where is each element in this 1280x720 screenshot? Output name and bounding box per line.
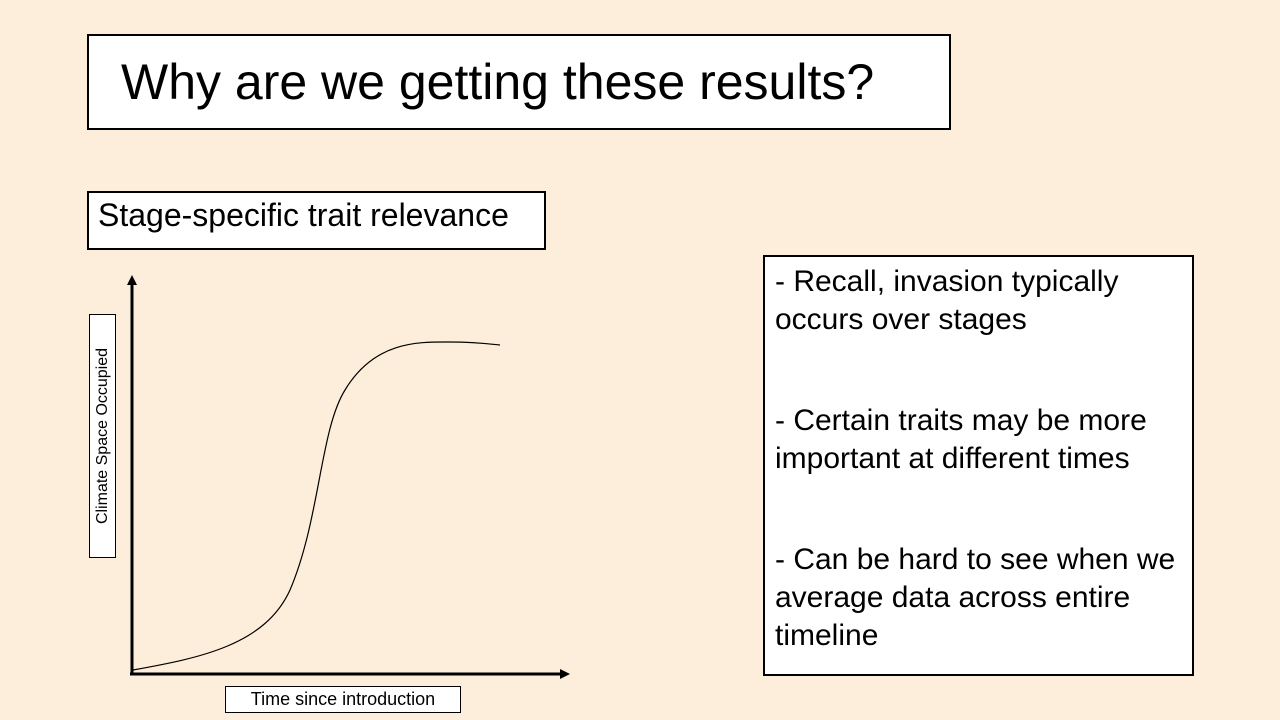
bullet-list: - Recall, invasion typically occurs over… bbox=[763, 255, 1194, 676]
sigmoid-curve bbox=[132, 341, 501, 671]
x-axis-label: Time since introduction bbox=[250, 689, 436, 709]
bullet-item: - Can be hard to see when we average dat… bbox=[775, 543, 1176, 652]
y-axis-label-box: Climate Space Occupied bbox=[89, 314, 116, 558]
section-heading-text: Stage-specific trait relevance bbox=[98, 197, 509, 233]
bullet-item: - Certain traits may be more important a… bbox=[775, 404, 1147, 475]
x-axis-label-box: Time since introduction bbox=[225, 686, 461, 713]
y-axis-label: Climate Space Occupied bbox=[93, 347, 111, 525]
bullet-item: - Recall, invasion typically occurs over… bbox=[775, 265, 1119, 336]
slide-title-text: Why are we getting these results? bbox=[121, 54, 875, 110]
section-heading: Stage-specific trait relevance bbox=[87, 191, 546, 250]
slide-title: Why are we getting these results? bbox=[87, 34, 951, 130]
